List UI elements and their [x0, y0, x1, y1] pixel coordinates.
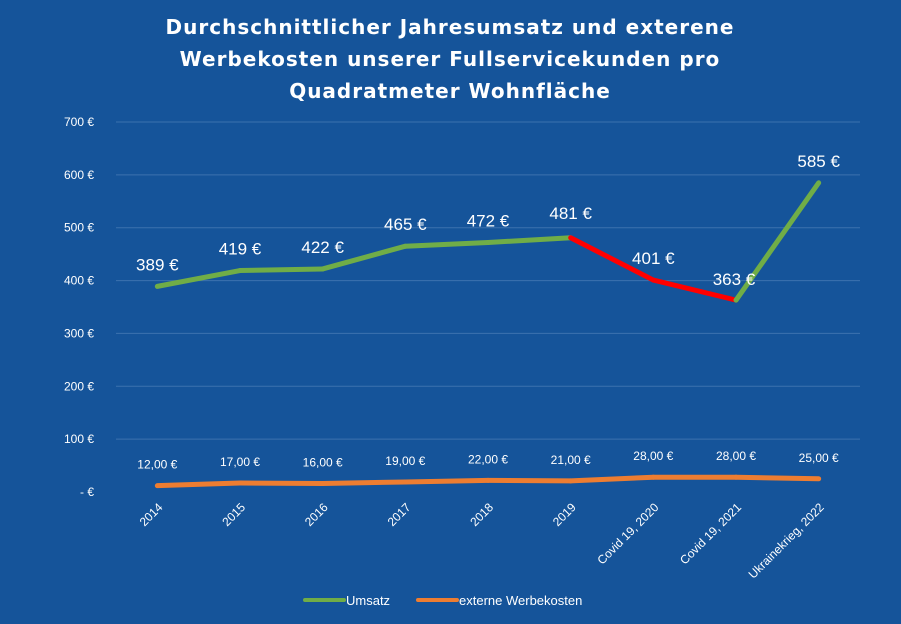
series-0-segment: [154, 268, 243, 289]
y-tick-label: 700 €: [64, 115, 94, 129]
umsatz-data-label: 363 €: [713, 270, 756, 289]
y-tick-label: 400 €: [64, 274, 94, 288]
x-tick-label: Ukrainekrieg, 2022: [746, 500, 827, 581]
y-tick-label: 500 €: [64, 221, 94, 235]
x-tick-label: 2014: [137, 500, 166, 529]
chart-title-line-1: Durchschnittlicher Jahresumsatz und exte…: [166, 15, 735, 39]
x-tick-label: 2016: [302, 500, 331, 529]
series-1-segment: [568, 474, 656, 484]
legend: Umsatz externe Werbekosten: [303, 593, 582, 608]
werbekosten-data-label: 25,00 €: [799, 451, 839, 465]
werbekosten-data-label: 28,00 €: [633, 449, 673, 463]
x-tick-label: 2017: [385, 500, 414, 529]
series-1-segment: [320, 479, 408, 487]
chart-title-line-2: Werbekosten unserer Fullservicekunden pr…: [180, 47, 721, 71]
y-tick-label: 300 €: [64, 326, 94, 340]
umsatz-data-label: 389 €: [136, 255, 179, 274]
werbekosten-data-label: 22,00 €: [468, 452, 508, 466]
x-tick-label: 2018: [467, 500, 496, 529]
umsatz-data-label: 401 €: [632, 249, 675, 268]
werbekosten-data-label: 19,00 €: [385, 454, 425, 468]
umsatz-data-label: 465 €: [384, 215, 427, 234]
x-tick-label: 2015: [219, 500, 248, 529]
series-1-segment: [402, 477, 491, 485]
werbekosten-data-label: 12,00 €: [137, 458, 177, 472]
legend-werbekosten-label: externe Werbekosten: [459, 593, 582, 608]
x-tick-label: Covid 19, 2021: [677, 500, 744, 567]
chart-title: Durchschnittlicher Jahresumsatz und exte…: [166, 15, 735, 103]
werbekosten-data-label: 21,00 €: [551, 453, 591, 467]
grid: [116, 121, 860, 440]
chart-title-line-3: Quadratmeter Wohnfläche: [289, 79, 611, 103]
data-labels: 389 € 419 € 422 € 465 € 472 € 481 € 401 € 363 €…: [136, 152, 840, 472]
y-tick-label: 600 €: [64, 168, 94, 182]
series-0-segment: [733, 180, 822, 303]
series-0-segment: [485, 235, 574, 246]
series-0-segment: [237, 266, 326, 274]
legend-umsatz-label: Umsatz: [346, 593, 390, 608]
series-1-segment: [733, 474, 822, 482]
series-0-segment: [320, 243, 408, 272]
x-tick-label: 2019: [550, 500, 579, 529]
umsatz-data-label: 481 €: [549, 204, 592, 223]
series-0-segment: [568, 235, 656, 283]
umsatz-data-label: 422 €: [301, 238, 344, 257]
series-1-segment: [154, 480, 243, 489]
series-lines: [154, 180, 822, 489]
umsatz-data-label: 472 €: [467, 212, 510, 231]
y-tick-label: 100 €: [64, 432, 94, 446]
series-0-segment: [402, 240, 491, 249]
y-tick-label: 200 €: [64, 379, 94, 393]
x-tick-label: Covid 19, 2020: [594, 500, 661, 567]
x-axis-ticks: 2014 2015 2016 2017 2018 2019 Covid 19, 2020 Co…: [137, 500, 827, 581]
werbekosten-data-label: 16,00 €: [303, 456, 343, 470]
series-1-segment: [485, 477, 574, 484]
umsatz-data-label: 419 €: [219, 240, 262, 259]
series-1-segment: [237, 480, 326, 487]
y-tick-label: - €: [80, 485, 94, 499]
werbekosten-data-label: 28,00 €: [716, 449, 756, 463]
umsatz-data-label: 585 €: [797, 152, 840, 171]
werbekosten-data-label: 17,00 €: [220, 455, 260, 469]
series-0-segment: [650, 277, 739, 303]
y-axis-ticks: - € 100 € 200 € 300 € 400 € 500 € 600 € 700 €: [64, 115, 94, 499]
